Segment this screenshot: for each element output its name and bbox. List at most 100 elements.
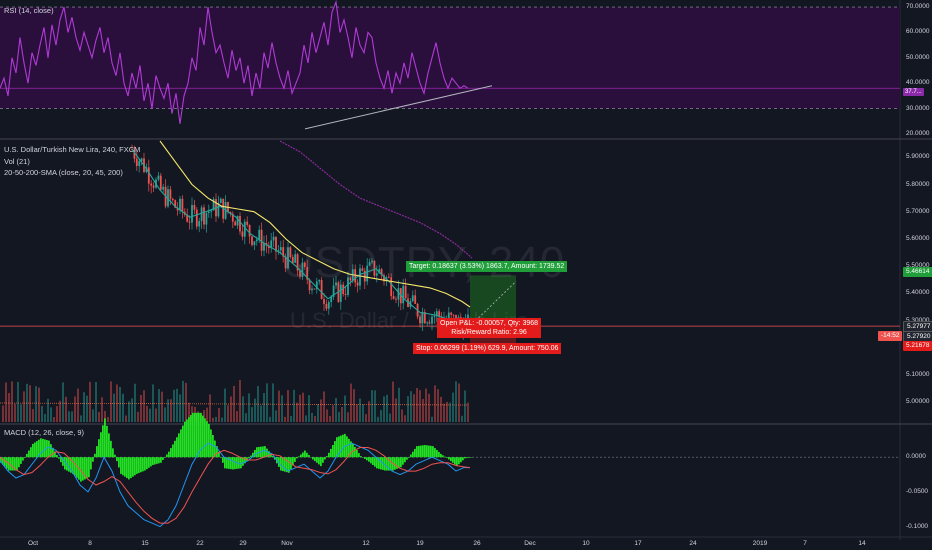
candle-body [243, 221, 246, 237]
time-axis-label: 22 [196, 540, 204, 547]
candle-body [387, 277, 390, 279]
macd-histogram-bar [274, 457, 276, 460]
volume-title[interactable]: Vol (21) [4, 157, 30, 166]
candle-body [217, 203, 220, 217]
macd-histogram-bar [272, 456, 274, 458]
macd-histogram-bar [150, 457, 152, 467]
volume-bar [440, 396, 442, 422]
candle-body [255, 239, 258, 242]
macd-histogram-bar [138, 457, 140, 474]
volume-bar [341, 406, 343, 422]
macd-histogram-bar [358, 453, 360, 458]
volume-bar [332, 405, 334, 422]
time-axis-label: 29 [239, 540, 247, 547]
volume-bar [380, 410, 382, 422]
macd-histogram-bar [336, 437, 338, 458]
volume-bar [41, 405, 43, 422]
macd-histogram-bar [420, 445, 422, 458]
candle-body [176, 207, 179, 211]
volume-bar [140, 394, 142, 422]
volume-bar [185, 382, 187, 422]
macd-histogram-bar [42, 438, 44, 458]
rsi-panel[interactable] [0, 0, 900, 130]
candle-body [344, 293, 347, 295]
macd-histogram-bar [64, 457, 66, 470]
candle-body [195, 209, 198, 227]
candle-body [219, 198, 222, 204]
volume-bar [284, 416, 286, 422]
candle-body [181, 198, 184, 212]
sma-line-1 [131, 148, 469, 327]
time-axis-label: 15 [141, 540, 149, 547]
candle-body [231, 213, 234, 222]
macd-histogram-bar [370, 457, 372, 464]
volume-bar [161, 391, 163, 422]
volume-bar [59, 400, 61, 422]
macd-histogram-bar [406, 457, 408, 460]
stop-label[interactable]: Stop: 0.06299 (1.19%) 629.9, Amount: 750… [413, 343, 562, 354]
macd-histogram-bar [38, 439, 40, 458]
macd-histogram-bar [16, 457, 18, 471]
volume-bar [389, 413, 391, 422]
volume-ma-line [0, 402, 469, 406]
volume-bar [68, 411, 70, 422]
macd-histogram-bar [186, 419, 188, 458]
candle-body [287, 247, 289, 269]
macd-histogram-bar [90, 457, 92, 470]
macd-histogram-bar [158, 457, 160, 464]
macd-histogram-bar [280, 457, 282, 471]
macd-histogram-bar [460, 457, 462, 463]
macd-histogram-bar [82, 457, 84, 481]
volume-bar [17, 381, 19, 422]
volume-bar [242, 396, 244, 422]
price-title[interactable]: U.S. Dollar/Turkish New Lira, 240, FXCM [4, 145, 141, 154]
time-axis-label: 12 [362, 540, 370, 547]
macd-histogram-bar [140, 457, 142, 473]
volume-bar [20, 404, 22, 422]
volume-bar [272, 383, 274, 422]
price-panel[interactable] [0, 140, 900, 344]
macd-histogram-bar [344, 433, 346, 458]
target-label[interactable]: Target: 0.18637 (3.53%) 1863.7, Amount: … [406, 261, 568, 272]
open-pnl-text: Open P&L: -0.00057, Qty: 3968 [440, 320, 539, 327]
candle-body [291, 257, 294, 263]
volume-bar [35, 386, 37, 422]
open-pnl-label[interactable]: Open P&L: -0.00057, Qty: 3968 Risk/Rewar… [437, 318, 542, 338]
macd-histogram-bar [32, 443, 34, 458]
volume-bar [275, 410, 277, 422]
volume-bar [236, 411, 238, 422]
macd-panel[interactable] [0, 412, 900, 528]
volume-bar [467, 402, 469, 422]
volume-bar [350, 383, 352, 422]
macd-histogram-bar [20, 457, 22, 464]
macd-histogram-bar [334, 441, 336, 458]
macd-histogram-bar [54, 451, 56, 458]
macd-histogram-bar [366, 457, 368, 461]
macd-histogram-bar [0, 457, 2, 463]
macd-histogram-bar [72, 457, 74, 474]
macd-histogram-bar [216, 446, 218, 458]
macd-histogram-bar [142, 457, 144, 472]
stop-price-tag: 5.21678 [903, 341, 932, 351]
candle-body [435, 311, 438, 316]
volume-bar [203, 410, 205, 422]
macd-histogram-bar [444, 456, 446, 458]
candle-body [342, 284, 345, 294]
volume-bars [0, 380, 469, 422]
volume-bar [428, 393, 430, 422]
candle-body [306, 267, 309, 280]
rsi-title[interactable]: RSI (14, close) [4, 6, 54, 15]
candle-body [239, 216, 241, 232]
macd-title[interactable]: MACD (12, 26, close, 9) [4, 428, 85, 437]
candle-body [332, 285, 335, 297]
time-axis-label: 14 [858, 540, 866, 547]
volume-bar [53, 417, 55, 422]
sma-line-2 [159, 140, 471, 308]
volume-bar [209, 394, 211, 422]
macd-histogram-bar [146, 457, 148, 470]
candle-body [402, 285, 405, 304]
candle-body [327, 302, 330, 309]
sma-title[interactable]: 20-50-200-SMA (close, 20, 45, 200) [4, 168, 123, 177]
